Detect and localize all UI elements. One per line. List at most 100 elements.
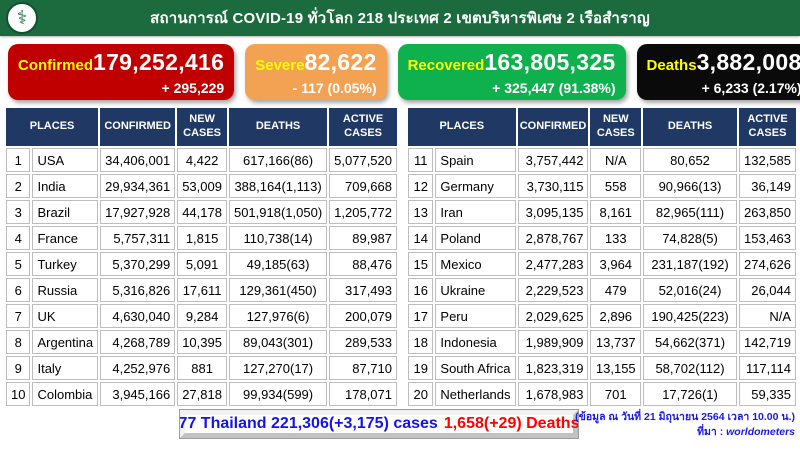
active-cases-cell: 153,463 [738,226,796,250]
title-bar: ⚕ สถานการณ์ COVID-19 ทั่วโลก 218 ประเทศ … [0,0,800,36]
active-cases-cell: 88,476 [329,252,397,276]
deaths-cell: 127,976(6) [228,304,328,328]
place-cell: France [32,226,99,250]
thailand-summary-bar: 77 Thailand 221,306(+3,175) cases 1,658(… [178,409,580,439]
card-recovered-label: Recovered [407,57,485,74]
active-cases-cell: 89,987 [329,226,397,250]
card-recovered-delta: + 325,447 (91.38%) [492,80,616,96]
active-cases-cell: 200,079 [329,304,397,328]
new-cases-cell: 701 [590,382,642,406]
deaths-cell: 89,043(301) [228,330,328,354]
rank-cell: 7 [6,304,31,328]
card-confirmed-delta: + 295,229 [161,80,225,96]
confirmed-cell: 3,757,442 [517,148,589,172]
confirmed-cell: 5,370,299 [100,252,176,276]
deaths-cell: 501,918(1,050) [228,200,328,224]
new-cases-cell: 8,161 [590,200,642,224]
deaths-cell: 58,702(112) [643,356,737,380]
table-row: 19 South Africa 1,823,319 13,155 58,702(112)… [408,356,796,380]
confirmed-cell: 2,029,625 [517,304,589,328]
summary-cards: Confirmed 179,252,416 + 295,229 Severe 8… [0,36,800,100]
new-cases-cell: 1,815 [177,226,227,250]
active-cases-cell: 26,044 [738,278,796,302]
active-cases-cell: 178,071 [329,382,397,406]
active-cases-cell: 709,668 [329,174,397,198]
table-row: 17 Peru 2,029,625 2,896 190,425(223) N/A [408,304,796,328]
place-cell: Spain [435,148,516,172]
new-cases-cell: 9,284 [177,304,227,328]
deaths-cell: 129,361(450) [228,278,328,302]
card-confirmed: Confirmed 179,252,416 + 295,229 [8,44,235,100]
col-header-new-cases: NEW CASES [177,108,227,146]
place-cell: Germany [435,174,516,198]
bottom-strip: 77 Thailand 221,306(+3,175) cases 1,658(… [0,408,800,448]
table-row: 6 Russia 5,316,826 17,611 129,361(450) 317,49… [6,278,397,302]
rank-cell: 20 [408,382,434,406]
confirmed-cell: 3,095,135 [517,200,589,224]
deaths-cell: 54,662(371) [643,330,737,354]
footnote-source: worldometers [726,426,795,439]
place-cell: Netherlands [435,382,516,406]
card-deaths-value: 3,882,008 [696,49,800,75]
table-row: 1 USA 34,406,001 4,422 617,166(86) 5,077,520 [6,148,397,172]
confirmed-cell: 34,406,001 [100,148,176,172]
new-cases-cell: 13,155 [590,356,642,380]
table-row: 9 Italy 4,252,976 881 127,270(17) 87,710 [6,356,397,380]
col-header-new-cases: NEW CASES [590,108,642,146]
card-recovered: Recovered 163,805,325 + 325,447 (91.38%) [397,44,626,100]
rank-cell: 19 [408,356,434,380]
confirmed-cell: 4,630,040 [100,304,176,328]
new-cases-cell: 558 [590,174,642,198]
active-cases-cell: 317,493 [329,278,397,302]
rank-cell: 4 [6,226,31,250]
active-cases-cell: 274,626 [738,252,796,276]
col-header-active-cases: ACTIVE CASES [738,108,796,146]
rank-cell: 13 [408,200,434,224]
new-cases-cell: 27,818 [177,382,227,406]
rank-cell: 14 [408,226,434,250]
card-recovered-value: 163,805,325 [484,49,616,75]
rank-cell: 5 [6,252,31,276]
countries-table-right: PLACES CONFIRMED NEW CASES DEATHS ACTIVE… [406,106,798,408]
new-cases-cell: 17,611 [177,278,227,302]
table-row: 14 Poland 2,878,767 133 74,828(5) 153,463 [408,226,796,250]
card-deaths: Deaths 3,882,008 + 6,233 (2.17%) [636,44,800,100]
confirmed-cell: 2,477,283 [517,252,589,276]
new-cases-cell: 881 [177,356,227,380]
deaths-cell: 127,270(17) [228,356,328,380]
thailand-deaths-text: 1,658(+29) Deaths [443,415,580,432]
new-cases-cell: 44,178 [177,200,227,224]
table-row: 7 UK 4,630,040 9,284 127,976(6) 200,079 [6,304,397,328]
table-row: 8 Argentina 4,268,789 10,395 89,043(301) 289,… [6,330,397,354]
confirmed-cell: 4,252,976 [100,356,176,380]
rank-cell: 18 [408,330,434,354]
table-row: 2 India 29,934,361 53,009 388,164(1,113) 709,… [6,174,397,198]
rank-cell: 2 [6,174,31,198]
place-cell: Colombia [32,382,99,406]
new-cases-cell: 4,422 [177,148,227,172]
rank-cell: 8 [6,330,31,354]
card-confirmed-label: Confirmed [18,57,93,74]
col-header-deaths: DEATHS [643,108,737,146]
place-cell: Russia [32,278,99,302]
active-cases-cell: 132,585 [738,148,796,172]
deaths-cell: 388,164(1,113) [228,174,328,198]
col-header-places: PLACES [6,108,99,146]
place-cell: USA [32,148,99,172]
table-row: 15 Mexico 2,477,283 3,964 231,187(192) 274,62… [408,252,796,276]
table-row: 3 Brazil 17,927,928 44,178 501,918(1,050) 1,2… [6,200,397,224]
country-tables: PLACES CONFIRMED NEW CASES DEATHS ACTIVE… [0,100,800,408]
deaths-cell: 74,828(5) [643,226,737,250]
rank-cell: 15 [408,252,434,276]
place-cell: South Africa [435,356,516,380]
table-row: 4 France 5,757,311 1,815 110,738(14) 89,987 [6,226,397,250]
deaths-cell: 231,187(192) [643,252,737,276]
active-cases-cell: N/A [738,304,796,328]
table-row: 12 Germany 3,730,115 558 90,966(13) 36,149 [408,174,796,198]
thailand-cases-text: 77 Thailand 221,306(+3,175) cases [178,415,438,432]
new-cases-cell: 133 [590,226,642,250]
new-cases-cell: 5,091 [177,252,227,276]
card-deaths-label: Deaths [646,57,697,74]
place-cell: Argentina [32,330,99,354]
deaths-cell: 52,016(24) [643,278,737,302]
